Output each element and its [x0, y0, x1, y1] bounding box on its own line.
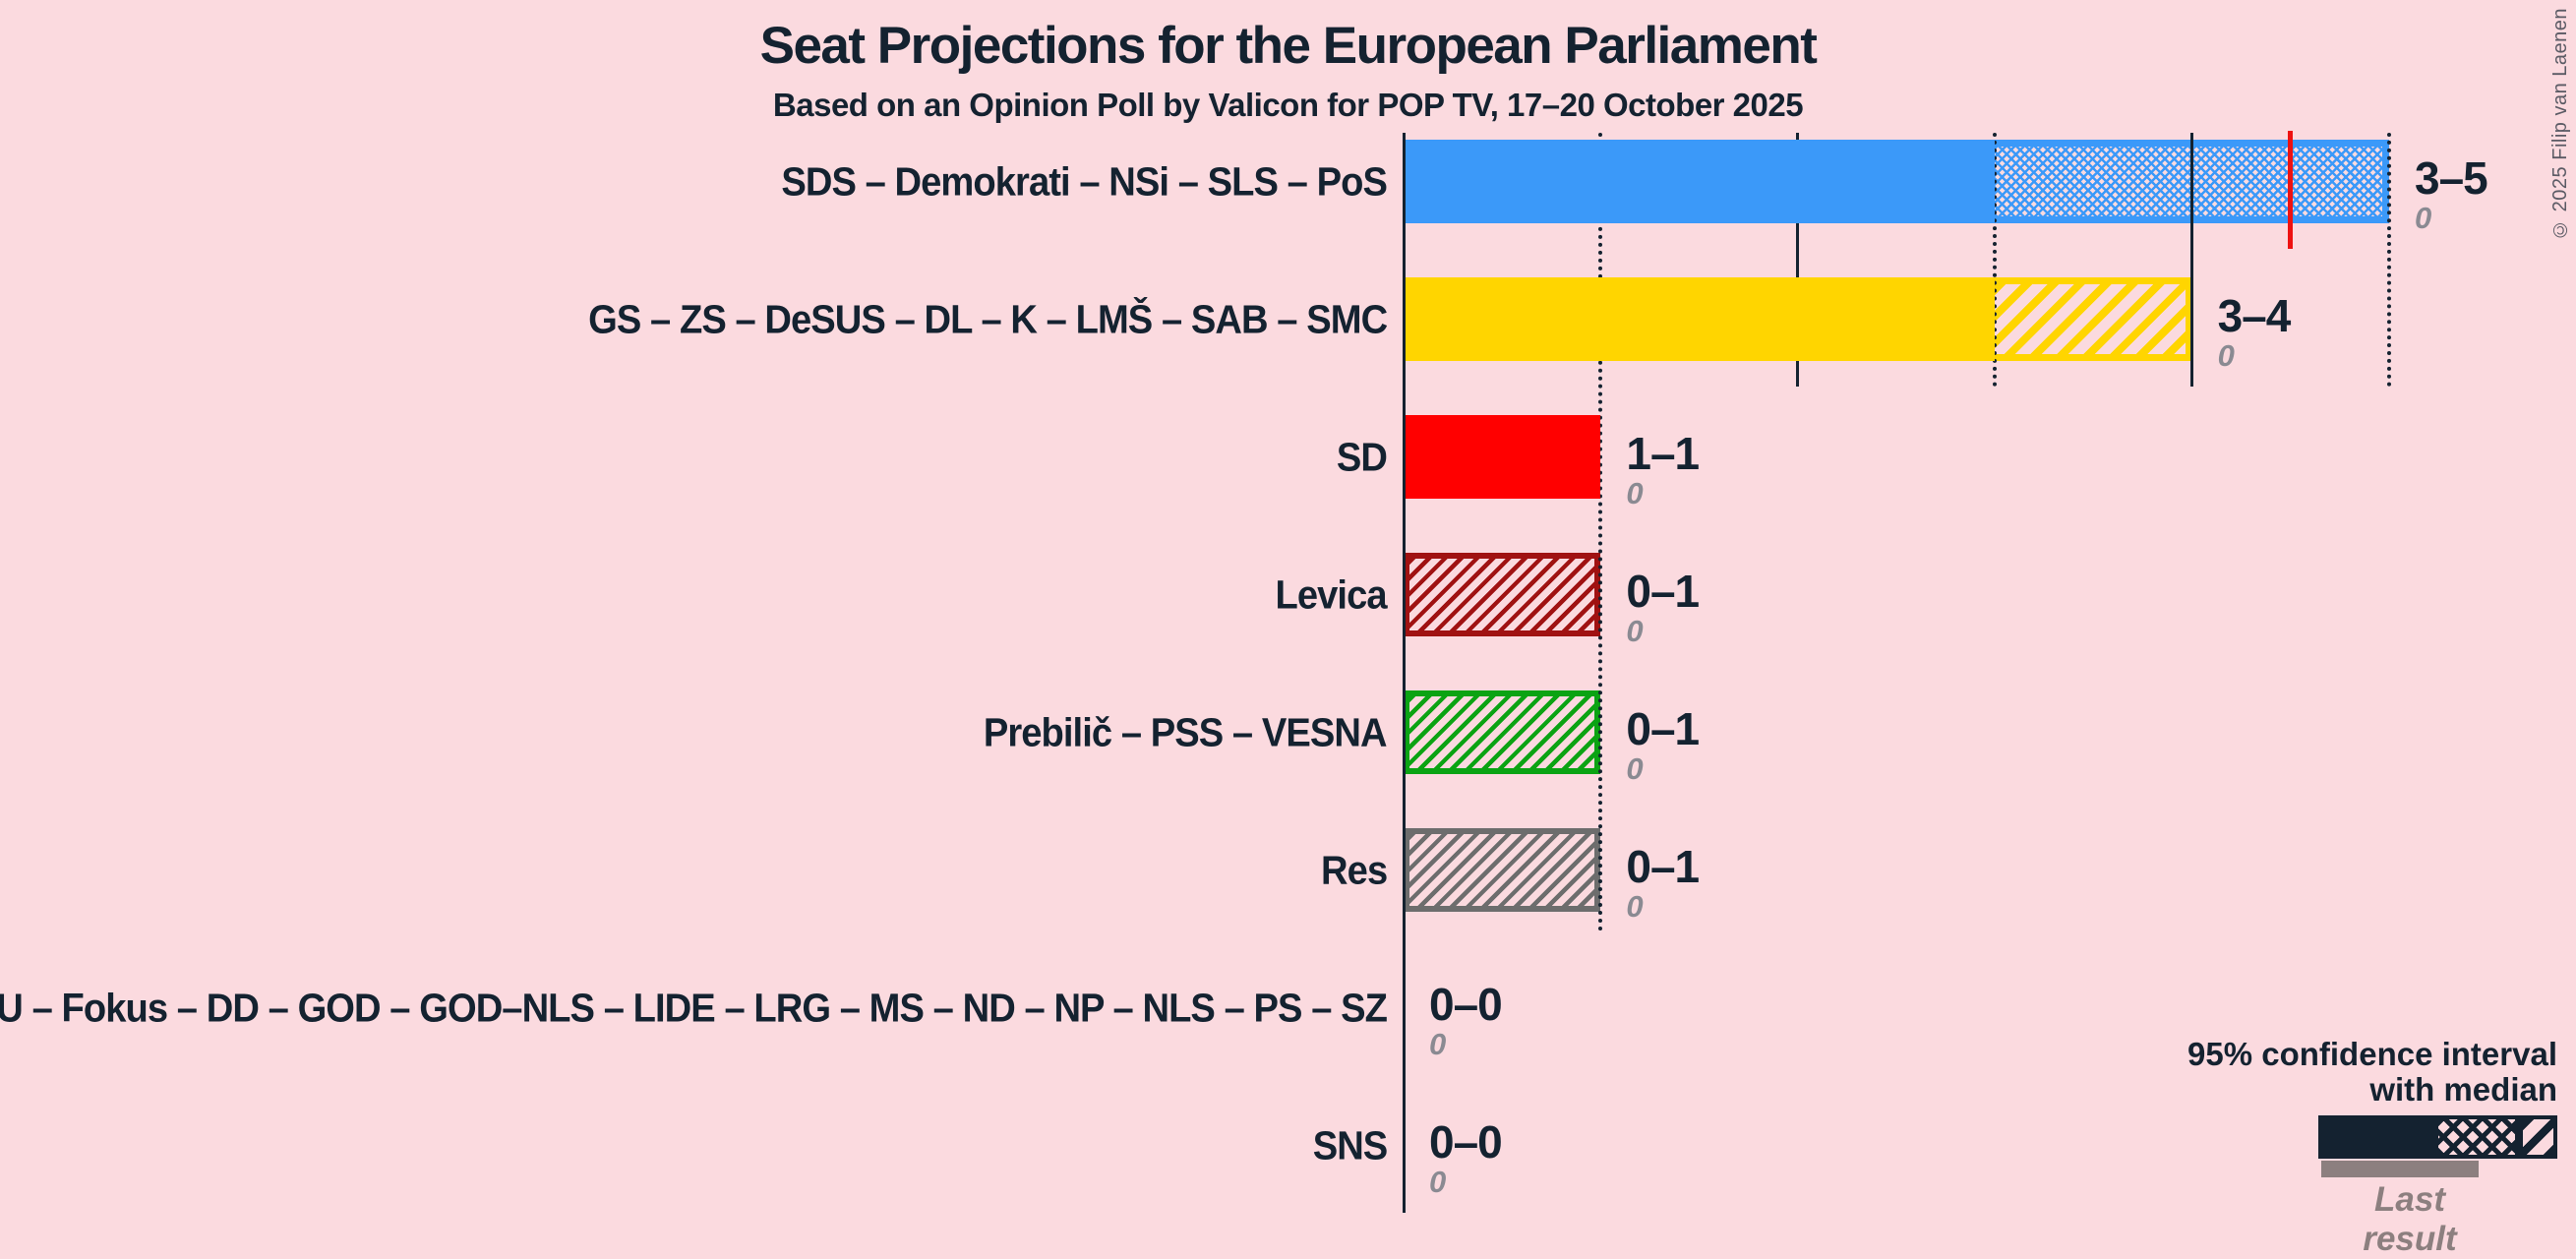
chart-title: Seat Projections for the European Parlia…	[759, 17, 1818, 75]
gridline-seat-3	[1993, 133, 1998, 387]
party-label: SD	[1336, 434, 1388, 479]
gridline-seat-5	[2387, 133, 2391, 387]
party-label: Res	[1320, 847, 1388, 892]
seat-range-label: 1–1	[1626, 428, 1700, 479]
bar-segment-solid	[1404, 277, 1996, 361]
legend-crosshatch-segment	[2438, 1115, 2519, 1159]
party-label: GS – ZS – DeSUS – DL – K – LMŠ – SAB – S…	[587, 296, 1388, 341]
legend-ci-bar	[2318, 1115, 2557, 1159]
party-label: SDS – Demokrati – NSi – SLS – PoS	[781, 158, 1388, 204]
seat-range-label: 0–1	[1626, 703, 1700, 754]
seat-range-label: 0–1	[1626, 841, 1700, 892]
bar-segment-diagonal	[1995, 277, 2192, 361]
legend-last-result-bar	[2321, 1161, 2479, 1177]
legend-diagonal-segment	[2519, 1115, 2557, 1159]
seat-range-label: 3–4	[2217, 290, 2292, 341]
legend-solid-segment	[2318, 1115, 2438, 1159]
gridline-seat-1	[1598, 133, 1603, 931]
copyright-notice: © 2025 Filip van Laenen	[2549, 8, 2571, 240]
seat-range-label: 0–1	[1626, 566, 1700, 617]
party-label: SNS	[1312, 1122, 1388, 1168]
party-label: Levica	[1275, 571, 1388, 617]
legend-ci-line2: with median	[2369, 1071, 2557, 1108]
bar-segment-diagonal	[1404, 553, 1601, 636]
seat-range-label: 3–5	[2415, 152, 2488, 204]
legend-ci-line1: 95% confidence interval	[2187, 1036, 2557, 1072]
last-result-value: 0	[2415, 201, 2432, 235]
last-result-value: 0	[1429, 1027, 1447, 1061]
party-label: GU – Fokus – DD – GOD – GOD–NLS – LIDE –…	[0, 985, 1388, 1030]
last-result-value: 0	[2217, 338, 2235, 373]
chart-subtitle: Based on an Opinion Poll by Valicon for …	[772, 87, 1804, 123]
bar-segment-diagonal	[1404, 828, 1601, 912]
party-label: Prebilič – PSS – VESNA	[984, 709, 1388, 754]
last-result-value: 0	[1626, 889, 1644, 924]
last-result-value: 0	[1626, 476, 1644, 510]
seat-range-label: 0–0	[1429, 979, 1503, 1030]
legend-last-result-label: Last result	[2363, 1180, 2457, 1258]
seat-range-label: 0–0	[1429, 1116, 1503, 1168]
seat-projection-chart: Seat Projections for the European Parlia…	[0, 8, 2571, 1258]
majority-threshold-line	[2288, 131, 2294, 249]
last-result-value: 0	[1626, 614, 1644, 648]
last-result-value: 0	[1626, 751, 1644, 786]
bar-segment-diagonal	[1404, 690, 1601, 774]
bar-segment-solid	[1404, 140, 1996, 223]
gridline-seat-2	[1795, 133, 1799, 387]
x-axis-line	[1402, 133, 1406, 1213]
gridline-seat-4	[2189, 133, 2193, 387]
bar-segment-solid	[1404, 415, 1601, 499]
last-result-value: 0	[1429, 1165, 1447, 1199]
